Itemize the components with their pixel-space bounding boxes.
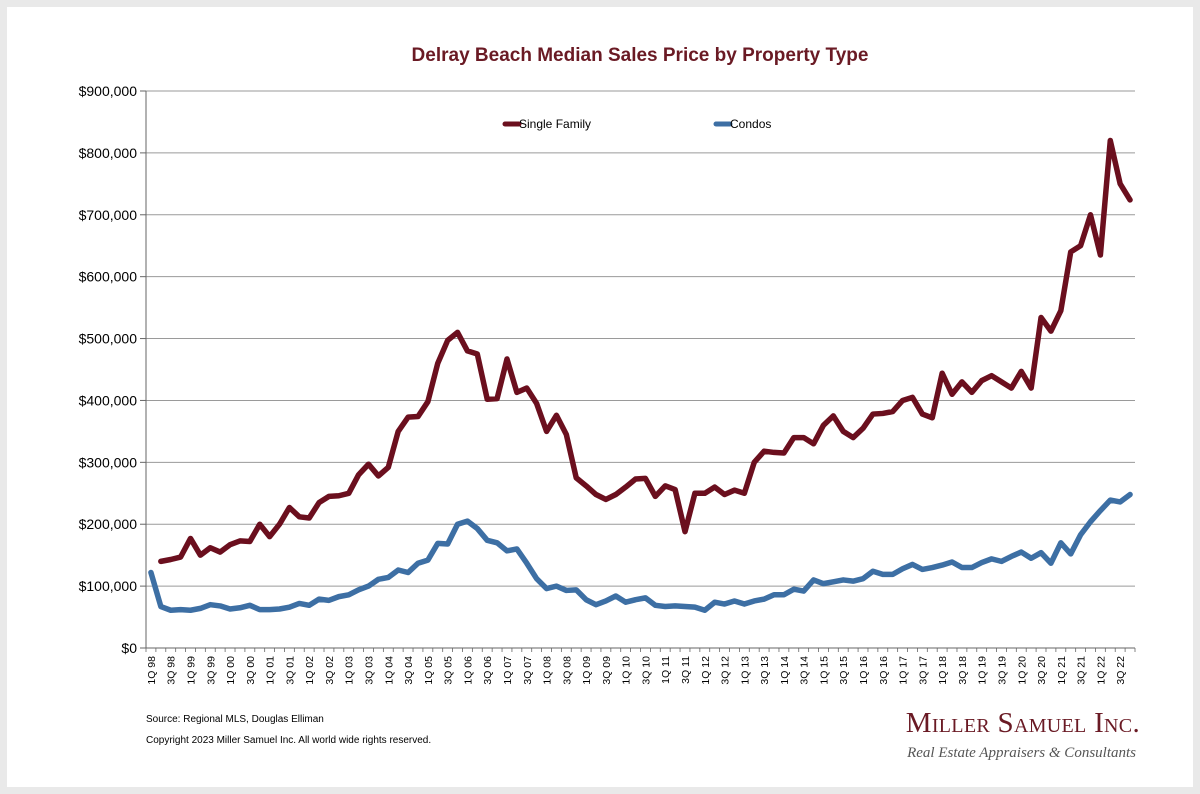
x-tick-label: 1Q 03 (344, 656, 356, 685)
legend-label: Condos (730, 117, 771, 131)
x-tick-label: 3Q 20 (1036, 656, 1048, 685)
y-tick-label: $0 (121, 640, 137, 656)
x-tick-label: 3Q 16 (878, 656, 890, 685)
x-tick-label: 3Q 11 (680, 656, 692, 684)
x-tick-label: 1Q 14 (779, 656, 791, 685)
x-tick-label: 1Q 12 (700, 656, 712, 685)
x-tick-label: 3Q 05 (443, 656, 455, 685)
x-tick-label: 3Q 07 (522, 656, 534, 685)
x-tick-label: 1Q 19 (977, 656, 989, 685)
x-tick-label: 1Q 00 (225, 656, 237, 685)
brand-logo-name: Miller Samuel Inc. (905, 707, 1140, 739)
y-tick-label: $800,000 (79, 145, 138, 161)
series-line-condos (148, 491, 1133, 613)
x-tick-label: 1Q 11 (660, 656, 672, 684)
source-note: Source: Regional MLS, Douglas Elliman (146, 714, 324, 725)
y-tick-label: $500,000 (79, 331, 138, 347)
y-tick-label: $400,000 (79, 392, 138, 408)
x-tick-label: 1Q 04 (383, 656, 395, 685)
x-tick-label: 3Q 03 (364, 656, 376, 685)
x-tick-label: 1Q 99 (186, 656, 198, 685)
x-tick-label: 3Q 21 (1076, 656, 1088, 685)
y-tick-label: $200,000 (79, 516, 138, 532)
x-tick-label: 1Q 15 (818, 656, 830, 685)
x-tick-label: 1Q 17 (898, 656, 910, 685)
x-tick-label: 3Q 13 (759, 656, 771, 685)
y-tick-label: $900,000 (79, 83, 138, 99)
x-tick-label: 1Q 10 (621, 656, 633, 685)
x-tick-label: 1Q 07 (502, 656, 514, 685)
x-tick-label: 3Q 12 (720, 656, 732, 685)
x-tick-label: 3Q 98 (166, 656, 178, 685)
x-tick-label: 3Q 18 (957, 656, 969, 685)
y-tick-label: $700,000 (79, 207, 138, 223)
x-tick-label: 1Q 16 (858, 656, 870, 685)
x-tick-label: 3Q 15 (838, 656, 850, 685)
x-tick-label: 1Q 06 (462, 656, 474, 685)
x-tick-label: 1Q 09 (581, 656, 593, 685)
x-tick-label: 1Q 20 (1016, 656, 1028, 685)
chart-card (7, 7, 1193, 787)
x-tick-label: 1Q 21 (1056, 656, 1068, 685)
x-tick-label: 3Q 14 (799, 656, 811, 685)
x-tick-label: 1Q 18 (937, 656, 949, 685)
x-tick-label: 3Q 04 (403, 656, 415, 685)
copyright-note: Copyright 2023 Miller Samuel Inc. All wo… (146, 735, 432, 746)
x-tick-label: 1Q 22 (1095, 656, 1107, 685)
x-tick-label: 3Q 01 (284, 656, 296, 685)
series-line-single-family (158, 137, 1133, 565)
x-tick-label: 3Q 10 (640, 656, 652, 685)
legend-label: Single Family (519, 117, 591, 131)
x-tick-label: 1Q 13 (739, 656, 751, 685)
y-tick-label: $100,000 (79, 578, 138, 594)
x-tick-label: 1Q 05 (423, 656, 435, 685)
x-tick-label: 3Q 00 (245, 656, 257, 685)
x-tick-label: 1Q 02 (304, 656, 316, 685)
y-tick-label: $300,000 (79, 454, 138, 470)
x-tick-label: 3Q 17 (917, 656, 929, 685)
y-tick-label: $600,000 (79, 269, 138, 285)
x-tick-label: 3Q 06 (482, 656, 494, 685)
x-tick-label: 3Q 22 (1115, 656, 1127, 685)
x-tick-label: 1Q 98 (146, 656, 158, 685)
x-tick-label: 3Q 99 (205, 656, 217, 685)
x-tick-label: 3Q 19 (996, 656, 1008, 685)
x-tick-label: 3Q 08 (561, 656, 573, 685)
x-tick-label: 1Q 08 (542, 656, 554, 685)
chart-title: Delray Beach Median Sales Price by Prope… (411, 45, 869, 66)
x-tick-label: 1Q 01 (265, 656, 277, 685)
brand-logo-tagline: Real Estate Appraisers & Consultants (907, 745, 1136, 761)
x-tick-label: 3Q 02 (324, 656, 336, 685)
x-tick-label: 3Q 09 (601, 656, 613, 685)
